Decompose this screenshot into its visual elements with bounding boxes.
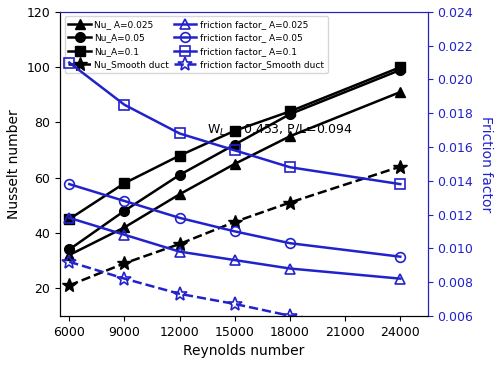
friction factor_ A=0.1 bbox=[287, 165, 293, 169]
Text: W$_L$ = 0.453, P/L=0.094: W$_L$ = 0.453, P/L=0.094 bbox=[207, 123, 354, 138]
Nu_ A=0.025 bbox=[176, 192, 182, 196]
friction factor_ A=0.025 bbox=[232, 258, 238, 262]
Nu_A=0.1 bbox=[232, 128, 238, 133]
Legend: Nu_ A=0.025, Nu_A=0.05, Nu_A=0.1, Nu_Smooth duct, friction factor_ A=0.025, fric: Nu_ A=0.025, Nu_A=0.05, Nu_A=0.1, Nu_Smo… bbox=[64, 16, 328, 73]
friction factor_ A=0.05 bbox=[232, 229, 238, 234]
Line: friction factor_Smooth duct: friction factor_Smooth duct bbox=[62, 255, 407, 335]
Nu_A=0.1 bbox=[66, 217, 72, 221]
Line: Nu_A=0.05: Nu_A=0.05 bbox=[64, 65, 405, 254]
Line: friction factor_ A=0.1: friction factor_ A=0.1 bbox=[64, 58, 405, 189]
friction factor_ A=0.05 bbox=[176, 216, 182, 220]
Nu_A=0.05 bbox=[122, 209, 128, 213]
friction factor_ A=0.1 bbox=[176, 131, 182, 136]
friction factor_ A=0.05 bbox=[398, 254, 404, 259]
friction factor_Smooth duct bbox=[66, 260, 72, 264]
Nu_A=0.05 bbox=[66, 247, 72, 252]
Nu_A=0.1 bbox=[176, 153, 182, 158]
Nu_A=0.1 bbox=[287, 109, 293, 114]
friction factor_ A=0.025 bbox=[176, 249, 182, 254]
Line: Nu_Smooth duct: Nu_Smooth duct bbox=[62, 160, 407, 292]
friction factor_Smooth duct bbox=[232, 302, 238, 306]
friction factor_ A=0.025 bbox=[287, 266, 293, 271]
Nu_Smooth duct bbox=[176, 242, 182, 246]
friction factor_ A=0.025 bbox=[398, 276, 404, 281]
Nu_ A=0.025 bbox=[66, 253, 72, 257]
friction factor_Smooth duct bbox=[287, 314, 293, 318]
Y-axis label: Nusselt number: Nusselt number bbox=[7, 109, 21, 219]
Nu_ A=0.025 bbox=[398, 90, 404, 94]
Line: Nu_ A=0.025: Nu_ A=0.025 bbox=[64, 87, 405, 260]
Nu_ A=0.025 bbox=[232, 162, 238, 166]
Nu_A=0.05 bbox=[287, 112, 293, 116]
friction factor_Smooth duct bbox=[398, 326, 404, 330]
friction factor_ A=0.05 bbox=[122, 199, 128, 203]
X-axis label: Reynolds number: Reynolds number bbox=[184, 344, 304, 358]
Nu_ A=0.025 bbox=[287, 134, 293, 138]
Line: Nu_A=0.1: Nu_A=0.1 bbox=[64, 62, 405, 224]
Nu_A=0.05 bbox=[398, 68, 404, 72]
friction factor_ A=0.05 bbox=[287, 241, 293, 245]
friction factor_Smooth duct bbox=[122, 276, 128, 281]
friction factor_ A=0.05 bbox=[66, 182, 72, 186]
friction factor_Smooth duct bbox=[176, 292, 182, 296]
Nu_Smooth duct bbox=[122, 261, 128, 265]
friction factor_ A=0.1 bbox=[232, 148, 238, 153]
Nu_A=0.1 bbox=[122, 181, 128, 185]
Nu_A=0.05 bbox=[232, 142, 238, 147]
Nu_A=0.1 bbox=[398, 65, 404, 69]
friction factor_ A=0.1 bbox=[66, 60, 72, 65]
Line: friction factor_ A=0.025: friction factor_ A=0.025 bbox=[64, 213, 405, 284]
Nu_Smooth duct bbox=[66, 283, 72, 288]
Nu_Smooth duct bbox=[287, 200, 293, 205]
friction factor_ A=0.025 bbox=[122, 233, 128, 237]
Nu_Smooth duct bbox=[232, 220, 238, 224]
friction factor_ A=0.1 bbox=[122, 103, 128, 107]
friction factor_ A=0.1 bbox=[398, 182, 404, 186]
Line: friction factor_ A=0.05: friction factor_ A=0.05 bbox=[64, 179, 405, 262]
Nu_Smooth duct bbox=[398, 165, 404, 169]
friction factor_ A=0.025 bbox=[66, 216, 72, 220]
Nu_ A=0.025 bbox=[122, 225, 128, 230]
Nu_A=0.05 bbox=[176, 173, 182, 177]
Y-axis label: Friction factor: Friction factor bbox=[479, 116, 493, 212]
